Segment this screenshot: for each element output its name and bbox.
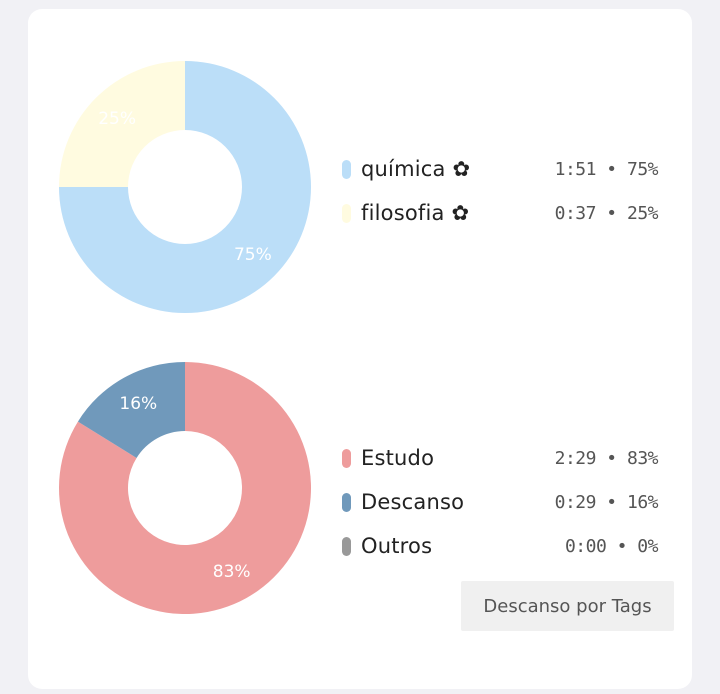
legend-value: 1:51 • 75% bbox=[554, 158, 659, 180]
legend-swatch bbox=[342, 203, 351, 223]
legend-item-estudo: Estudo 2:29 • 83% bbox=[342, 436, 659, 480]
activity-legend: Estudo 2:29 • 83% Descanso 0:29 • 16% Ou… bbox=[342, 436, 659, 568]
donut-slice-1 bbox=[77, 362, 185, 458]
legend-item-quimica: química ✿ 1:51 • 75% bbox=[342, 147, 659, 191]
slice-label-0: 75% bbox=[234, 245, 272, 265]
legend-swatch bbox=[342, 536, 351, 556]
legend-label: química ✿ bbox=[361, 157, 471, 181]
donut-slice-0 bbox=[59, 362, 311, 614]
break-by-tags-button[interactable]: Descanso por Tags bbox=[461, 581, 674, 631]
legend-swatch bbox=[342, 159, 351, 179]
legend-label: filosofia ✿ bbox=[361, 201, 470, 225]
legend-value: 0:37 • 25% bbox=[554, 202, 659, 224]
slice-label-1: 25% bbox=[98, 109, 136, 129]
donut-slice-1 bbox=[59, 61, 185, 187]
legend-item-outros: Outros 0:00 • 0% bbox=[342, 524, 659, 568]
legend-value: 0:00 • 0% bbox=[564, 535, 659, 557]
legend-item-descanso: Descanso 0:29 • 16% bbox=[342, 480, 659, 524]
slice-label-0: 83% bbox=[213, 562, 251, 582]
legend-swatch bbox=[342, 448, 351, 468]
legend-label: Descanso bbox=[361, 490, 465, 514]
legend-value: 2:29 • 83% bbox=[554, 447, 659, 469]
legend-swatch bbox=[342, 492, 351, 512]
legend-value: 0:29 • 16% bbox=[554, 491, 659, 513]
legend-item-filosofia: filosofia ✿ 0:37 • 25% bbox=[342, 191, 659, 235]
activity-donut-chart: 83% 16% bbox=[56, 359, 314, 617]
slice-label-1: 16% bbox=[119, 394, 157, 414]
legend-label: Outros bbox=[361, 534, 433, 558]
donut-slice-0 bbox=[59, 61, 311, 313]
subject-legend: química ✿ 1:51 • 75% filosofia ✿ 0:37 • … bbox=[342, 147, 659, 235]
legend-label: Estudo bbox=[361, 446, 435, 470]
subject-donut-chart: 75% 25% bbox=[56, 58, 314, 316]
